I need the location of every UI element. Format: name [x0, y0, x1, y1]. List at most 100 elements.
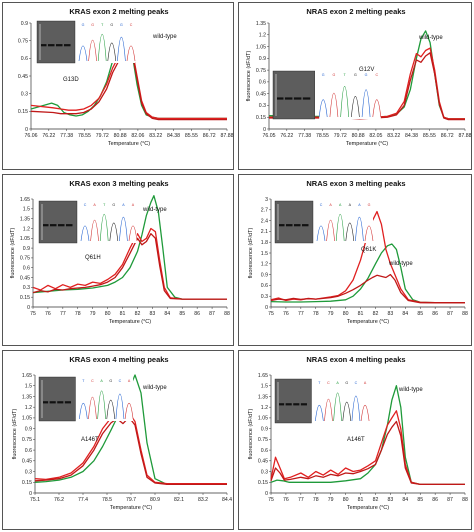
y-tick-label: 1.2 — [261, 405, 268, 411]
trace-base-letter: C — [119, 379, 122, 383]
x-tick-label: 79 — [328, 311, 334, 317]
x-tick-label: 82 — [135, 311, 141, 317]
y-tick-label: 0.15 — [256, 115, 266, 121]
y-tick-label: 1.35 — [258, 394, 268, 400]
y-tick-label: 1.05 — [20, 236, 30, 242]
y-tick-label: 1.65 — [20, 197, 30, 203]
y-tick-label: 0.3 — [261, 294, 268, 300]
panel-nras-exon3: NRAS exon 3 melting peaks 0 0.3 0.6 0.9 1.2 1.… — [238, 174, 472, 346]
chart-title: KRAS exon 2 melting peaks — [69, 7, 168, 16]
y-tick-label: 1.2 — [25, 405, 32, 411]
y-tick-label: 1.65 — [22, 373, 32, 379]
trace-base-letter: G — [120, 23, 123, 27]
x-tick-label: 80.88 — [114, 133, 127, 139]
gel-band — [294, 224, 301, 227]
x-tick-label: 78.55 — [316, 133, 329, 139]
y-tick-label: 0.75 — [18, 38, 28, 44]
trace-peak — [315, 404, 324, 422]
trace-base-letter: T — [101, 23, 104, 27]
y-tick-label: 1.2 — [259, 33, 266, 39]
gel-band — [64, 401, 71, 404]
gel-ladder — [277, 204, 279, 240]
x-tick-label: 75 — [268, 311, 274, 317]
x-tick-label: 77.38 — [60, 133, 73, 139]
x-axis-label: Temperature (°C) — [109, 319, 151, 325]
gel-band — [64, 44, 71, 47]
trace-peak — [342, 401, 352, 422]
trace-base-letter: A — [349, 203, 352, 207]
trace-peak — [88, 396, 97, 420]
sequence-trace-frame — [319, 71, 381, 119]
gel-band — [49, 401, 56, 404]
trace-peak — [117, 37, 126, 62]
y-axis-label: fluorescence (dF/dT) — [248, 227, 254, 278]
trace-base-letter: A — [128, 379, 131, 383]
gel-image — [36, 20, 76, 64]
x-tick-label: 76.2 — [54, 497, 64, 503]
y-axis-label: fluorescence (dF/dT) — [248, 408, 254, 459]
trace-base-letter: G — [109, 379, 112, 383]
melt-curve-3 — [32, 233, 227, 300]
y-tick-label: 0.15 — [22, 480, 32, 486]
melt-curve-2 — [34, 412, 227, 485]
trace-base-letter: G — [333, 73, 336, 77]
x-tick-label: 85 — [179, 311, 185, 317]
x-tick-label: 76 — [283, 497, 289, 503]
gel-band — [302, 224, 309, 227]
gel-band — [300, 403, 307, 406]
trace-peak — [372, 99, 382, 118]
trace-peak — [124, 402, 134, 420]
trace-base-letter: A — [100, 379, 103, 383]
gel-image — [274, 200, 314, 244]
x-tick-label: 88 — [462, 497, 468, 503]
chart-title: NRAS exon 3 melting peaks — [306, 179, 405, 188]
gel-image — [38, 200, 78, 244]
panel-kras-exon4: KRAS exon 4 melting peaks 0 0.15 0.3 0.45 0.6… — [2, 350, 234, 530]
chart-nras-exon4: NRAS exon 4 melting peaks 0 0.15 0.3 0.45 0.6… — [248, 355, 468, 511]
y-tick-label: 1.2 — [23, 226, 30, 232]
trace-base-letter: A — [364, 381, 367, 385]
x-tick-label: 83.2 — [198, 497, 208, 503]
melt-curve-1 — [270, 243, 465, 304]
x-tick-label: 78 — [75, 311, 81, 317]
melt-curve-3 — [270, 420, 465, 486]
gel-band — [57, 401, 64, 404]
trace-base-letter: G — [345, 381, 348, 385]
chart-kras-exon4: KRAS exon 4 melting peaks 0 0.15 0.3 0.45 0.6… — [12, 355, 232, 511]
trace-peak — [106, 399, 116, 420]
x-tick-label: 84.4 — [222, 497, 232, 503]
y-axis-label: fluorescence (dF/dT) — [10, 227, 16, 278]
trace-base-letter: C — [91, 379, 94, 383]
y-tick-label: 0.3 — [25, 469, 32, 475]
y-axis-label: fluorescence (dF/dT) — [246, 50, 252, 101]
gel-ladder — [41, 204, 43, 240]
trace-base-letter: C — [355, 381, 358, 385]
y-tick-label: 0.45 — [22, 459, 32, 465]
x-tick-label: 76.05 — [263, 133, 276, 139]
x-tick-label: 84.38 — [405, 133, 418, 139]
trace-base-letter: T — [82, 379, 85, 383]
sequence-trace-frame — [81, 201, 137, 243]
x-tick-label: 86 — [194, 311, 200, 317]
x-tick-label: 76 — [45, 311, 51, 317]
y-tick-label: 1.05 — [22, 416, 32, 422]
trace-base-letter: A — [336, 381, 339, 385]
gel-band — [56, 44, 63, 47]
y-tick-label: 0.9 — [21, 21, 28, 27]
chart-nras-exon3: NRAS exon 3 melting peaks 0 0.3 0.6 0.9 1.2 1.… — [248, 179, 468, 325]
y-tick-label: 1.5 — [23, 207, 30, 213]
sequence-trace-frame — [317, 201, 373, 243]
y-tick-label: 0.9 — [261, 426, 268, 432]
y-tick-label: 1.35 — [22, 394, 32, 400]
x-tick-label: 84.38 — [167, 133, 180, 139]
y-tick-label: 0.9 — [25, 426, 32, 432]
y-tick-label: 2.4 — [261, 218, 268, 224]
gel-band — [293, 97, 302, 100]
trace-peak — [128, 225, 138, 242]
gel-image — [274, 378, 312, 424]
x-tick-label: 87.88 — [459, 133, 472, 139]
x-tick-label: 87.88 — [221, 133, 234, 139]
y-tick-label: 0.6 — [23, 266, 30, 272]
